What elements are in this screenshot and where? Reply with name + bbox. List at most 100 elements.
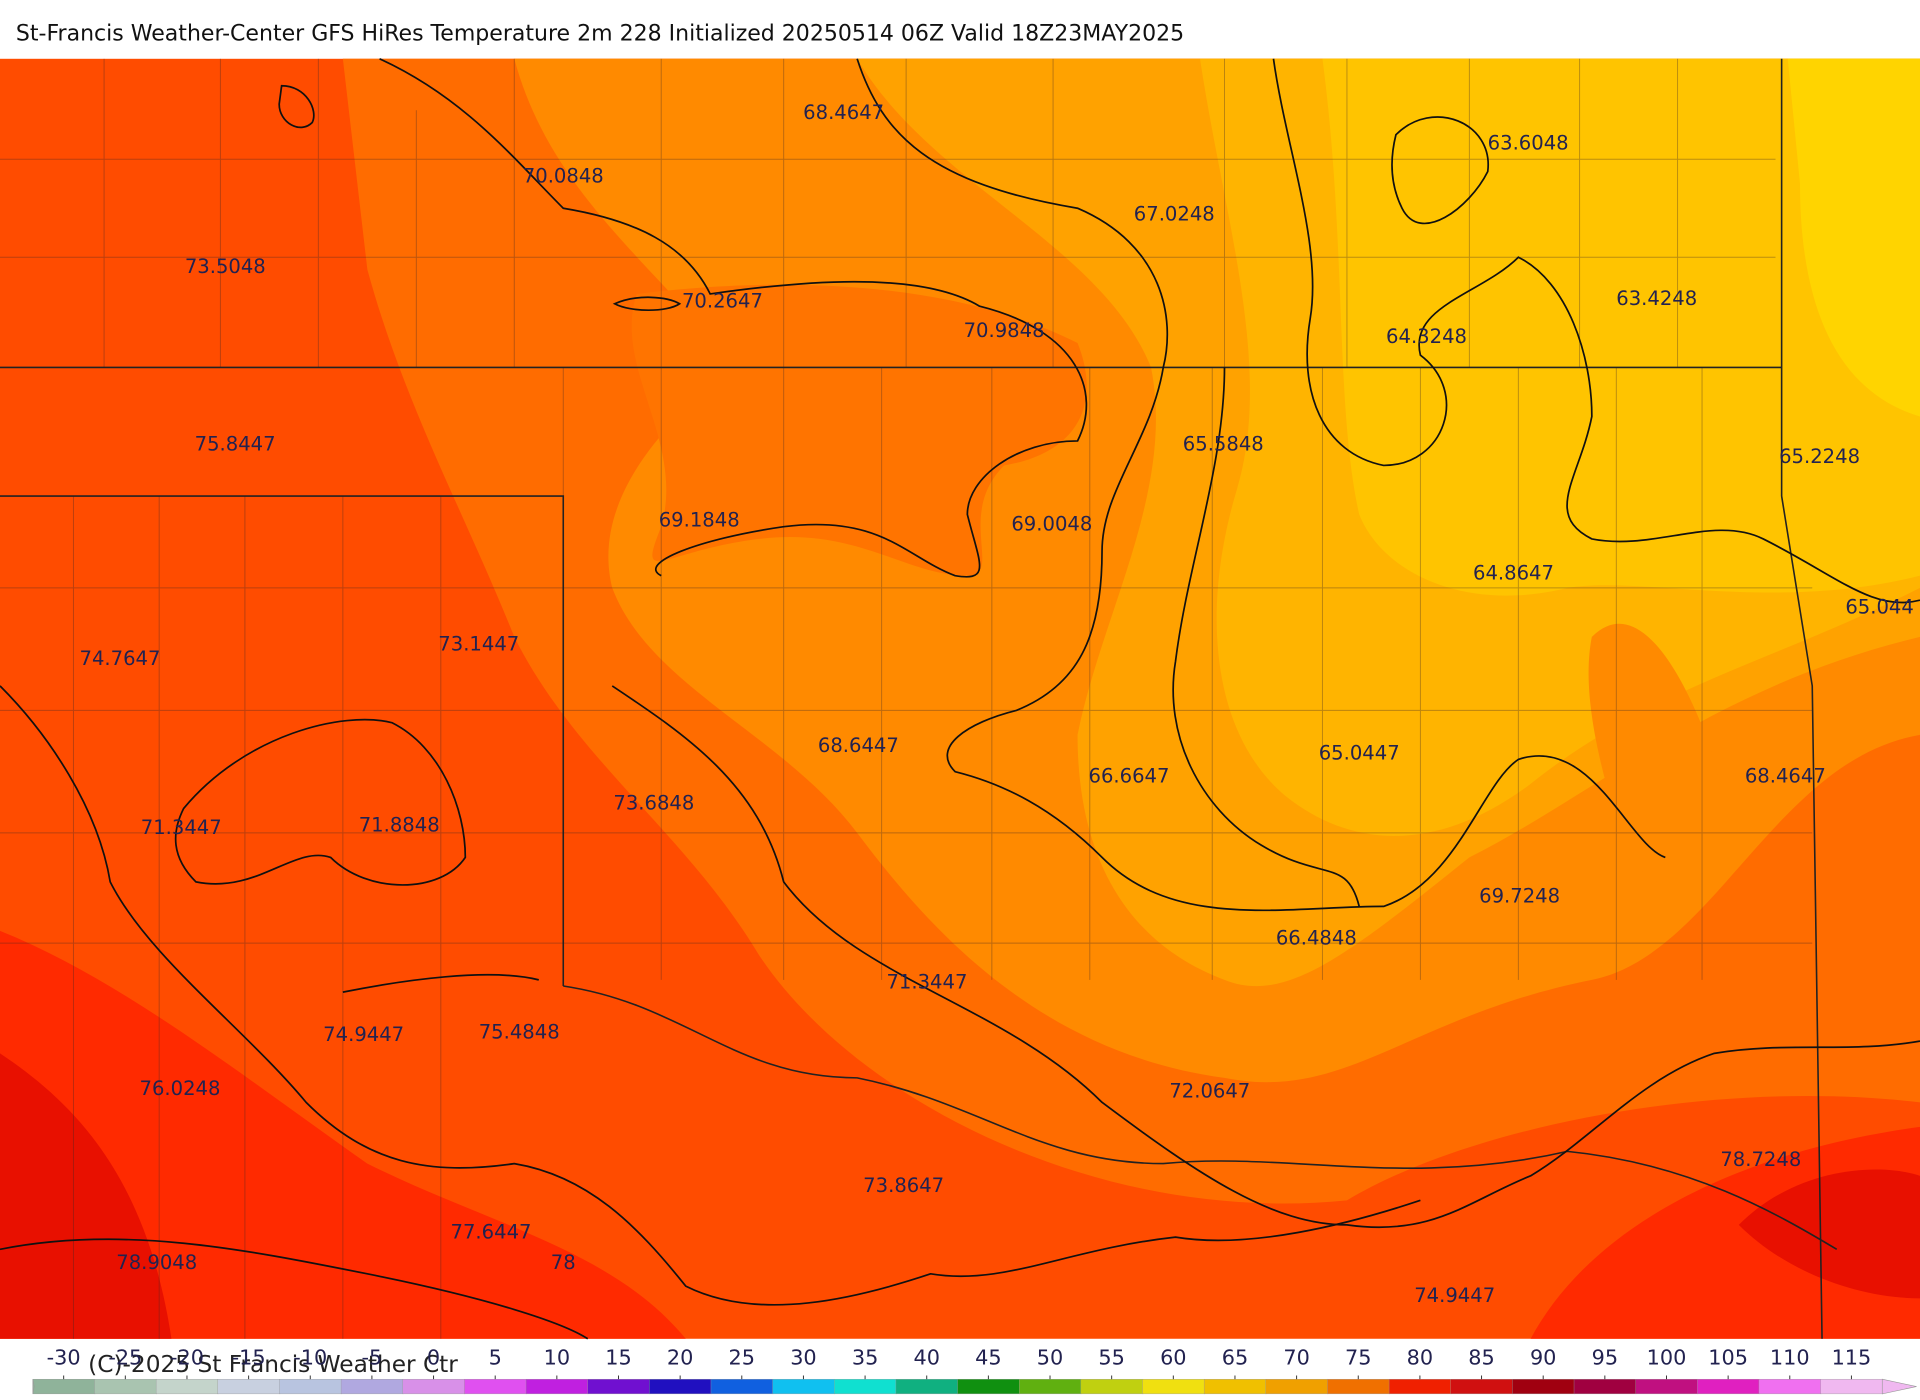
zone xyxy=(1738,1169,1920,1299)
colorbar-segment xyxy=(1573,1378,1637,1395)
colorbar-segment xyxy=(402,1378,466,1395)
colorbar-segment xyxy=(525,1378,589,1395)
colorbar-tick-label: 25 xyxy=(729,1345,755,1369)
colorbar-tick-label: 85 xyxy=(1468,1345,1494,1369)
colorbar-tick-label: 65 xyxy=(1222,1345,1248,1369)
colorbar-tick-label: 95 xyxy=(1592,1345,1618,1369)
colorbar-segment xyxy=(710,1378,774,1395)
colorbar-segment xyxy=(1512,1378,1575,1395)
colorbar-segment xyxy=(1203,1378,1267,1395)
temperature-field xyxy=(0,58,1920,1339)
colorbar: -30 -25 -20 -15 -10 -5 0 5 10 15 20 25 30 35 40 45 50 55 6… xyxy=(32,1345,1917,1395)
colorbar-segment xyxy=(957,1378,1020,1395)
colorbar-segment xyxy=(772,1378,836,1395)
map-label: 63.4248 xyxy=(1616,287,1697,310)
colorbar-arrow xyxy=(1881,1378,1917,1395)
map-label: 64.3248 xyxy=(1386,325,1467,348)
colorbar-segment xyxy=(279,1378,342,1395)
zone xyxy=(0,1053,172,1339)
colorbar-segment xyxy=(834,1378,897,1395)
map-label: 74.7647 xyxy=(80,647,161,670)
map-label: 78.9048 xyxy=(116,1251,197,1274)
colorbar-segment xyxy=(1080,1378,1144,1395)
colorbar-tick-label: 110 xyxy=(1770,1345,1810,1369)
map-label: 73.5048 xyxy=(185,255,266,278)
colorbar-segment xyxy=(1635,1378,1699,1395)
zone xyxy=(1787,58,1920,417)
colorbar-segment xyxy=(217,1378,281,1395)
state-lines xyxy=(0,58,1838,1339)
map-label: 63.6048 xyxy=(1488,131,1569,154)
zone xyxy=(0,930,686,1339)
map-label: 66.4848 xyxy=(1276,926,1357,949)
contours xyxy=(0,58,1920,1340)
colorbar-segment xyxy=(1820,1378,1884,1395)
colorbar-tick-label: -15 xyxy=(232,1345,266,1369)
map-label: 72.0647 xyxy=(1169,1079,1250,1102)
colorbar-tick-label: 40 xyxy=(913,1345,939,1369)
map-label: 71.3447 xyxy=(141,816,222,839)
colorbar-tick-label: 115 xyxy=(1832,1345,1872,1369)
map-label: 70.2647 xyxy=(682,289,763,312)
map-label: 71.8848 xyxy=(359,814,440,837)
map-label: 75.8447 xyxy=(195,433,276,456)
colorbar-segment xyxy=(340,1378,404,1395)
colorbar-tick-label: 100 xyxy=(1647,1345,1687,1369)
colorbar-segment xyxy=(1265,1378,1329,1395)
colorbar-tick-label: -30 xyxy=(47,1345,81,1369)
map-label: 69.1848 xyxy=(659,509,740,532)
colorbar-segment xyxy=(155,1378,219,1395)
colorbar-tick-label: 90 xyxy=(1530,1345,1556,1369)
colorbar-tick-label: 55 xyxy=(1098,1345,1124,1369)
colorbar-tick-label: 75 xyxy=(1345,1345,1371,1369)
colorbar-segment xyxy=(32,1378,96,1395)
colorbar-tick-label: 0 xyxy=(427,1345,440,1369)
colorbar-segment xyxy=(649,1378,712,1395)
map-label: 65.5848 xyxy=(1183,433,1264,456)
colorbar-segment xyxy=(1327,1378,1390,1395)
map-label: 73.8647 xyxy=(863,1174,944,1197)
map-label: 66.6647 xyxy=(1089,765,1170,788)
map-label: 70.0848 xyxy=(523,164,604,187)
colorbar-segment xyxy=(94,1378,157,1395)
map-label: 69.0048 xyxy=(1011,512,1092,535)
colorbar-tick-label: -25 xyxy=(108,1345,142,1369)
colorbar-segment xyxy=(895,1378,959,1395)
colorbar-tick-label: 30 xyxy=(790,1345,816,1369)
map-label: 76.0248 xyxy=(140,1077,221,1100)
title: St-Francis Weather-Center GFS HiRes Temp… xyxy=(16,21,1184,46)
map-labels: 73.5048 70.0848 68.4647 67.0248 63.6048 70.26… xyxy=(80,101,1914,1307)
map-label: 78 xyxy=(551,1251,576,1274)
colorbar-segment xyxy=(587,1378,651,1395)
map-label: 68.6447 xyxy=(818,734,899,757)
zone xyxy=(1322,58,1920,596)
colorbar-tick-label: 15 xyxy=(605,1345,631,1369)
map-label: 71.3447 xyxy=(886,970,967,993)
colorbar-tick-label: -20 xyxy=(170,1345,204,1369)
colorbar-tick-label: -5 xyxy=(362,1345,383,1369)
map-label: 64.8647 xyxy=(1473,561,1554,584)
colorbar-tick-label: 20 xyxy=(667,1345,693,1369)
colorbar-segment xyxy=(1142,1378,1205,1395)
colorbar-tick-label: 45 xyxy=(975,1345,1001,1369)
zone xyxy=(1588,623,1721,888)
map-label: 74.9447 xyxy=(323,1023,404,1046)
map-label: 77.6447 xyxy=(451,1220,532,1243)
colorbar-segment xyxy=(1758,1378,1822,1395)
colorbar-tick-label: 35 xyxy=(852,1345,878,1369)
colorbar-tick-label: 70 xyxy=(1283,1345,1309,1369)
colorbar-tick-label: 5 xyxy=(489,1345,502,1369)
map-label: 68.4647 xyxy=(1745,765,1826,788)
colorbar-segment xyxy=(1019,1378,1082,1395)
zone xyxy=(631,284,1087,576)
map-label: 73.1447 xyxy=(438,632,519,655)
colorbar-segment xyxy=(1388,1378,1452,1395)
map-label: 65.2248 xyxy=(1779,445,1860,468)
map-label: 68.4647 xyxy=(803,101,884,124)
colorbar-segment xyxy=(464,1378,527,1395)
map-label: 70.9848 xyxy=(964,319,1045,342)
map-label: 73.6848 xyxy=(613,792,694,815)
map-label: 67.0248 xyxy=(1134,202,1215,225)
map-label: 78.7248 xyxy=(1720,1148,1801,1171)
